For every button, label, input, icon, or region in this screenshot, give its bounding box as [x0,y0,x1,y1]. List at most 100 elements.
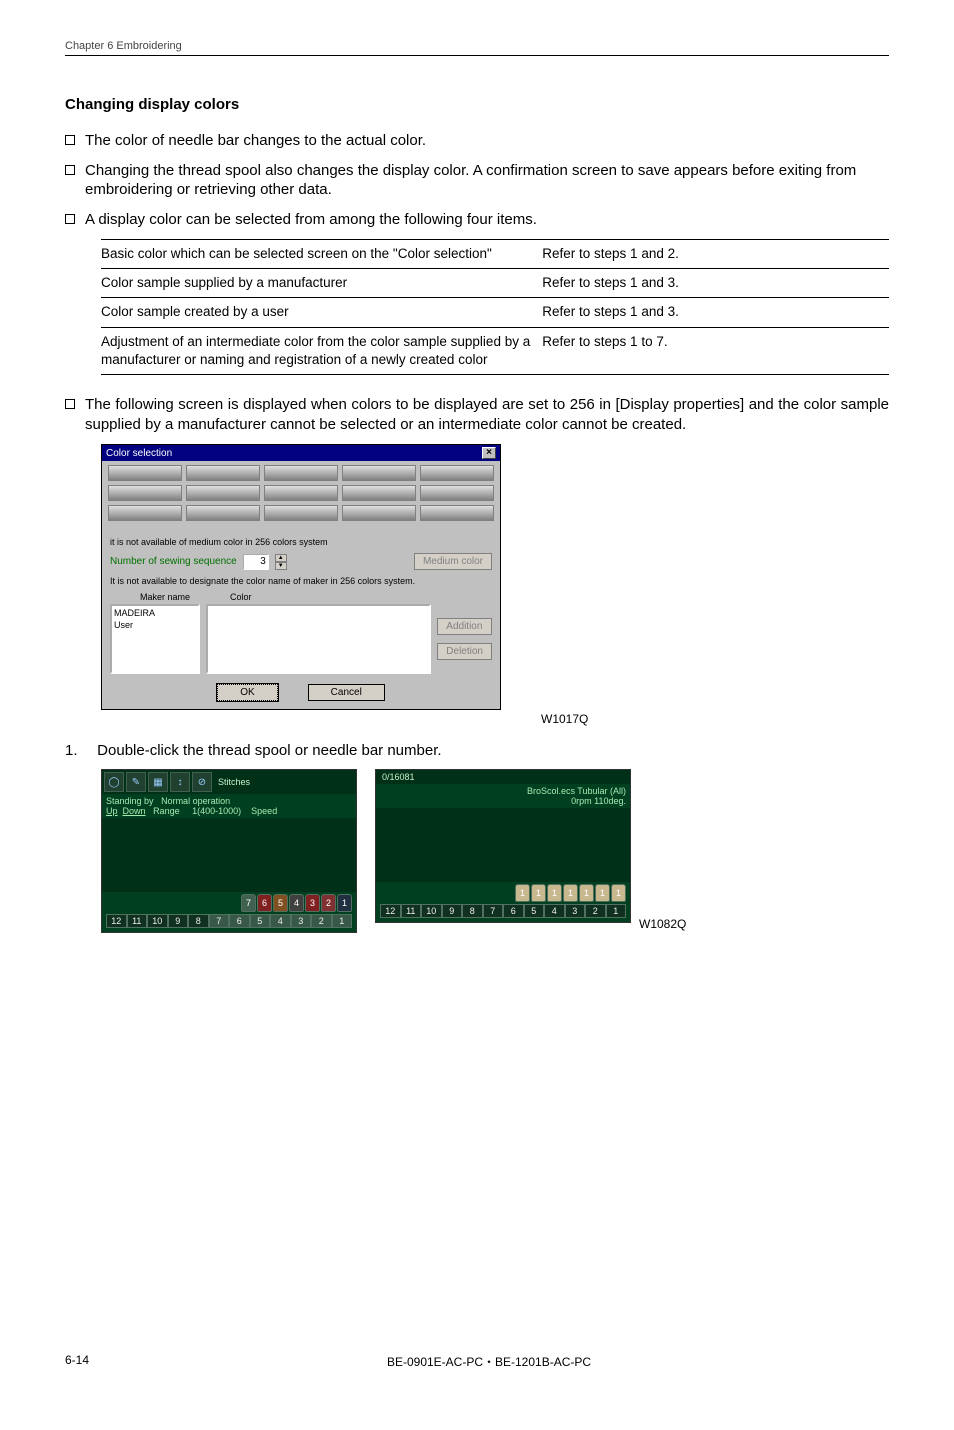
needle-number[interactable]: 9 [442,904,463,918]
medium-color-button[interactable]: Medium color [414,553,492,570]
table-cell: Adjustment of an intermediate color from… [101,327,542,374]
stitches-label: Stitches [218,777,250,787]
needle-number[interactable]: 5 [250,914,271,928]
page-number: 6-14 [65,1353,89,1370]
needle-number[interactable]: 2 [585,904,606,918]
color-swatch[interactable] [186,465,260,481]
color-listbox[interactable] [206,604,431,674]
color-swatch[interactable] [108,485,182,501]
table-cell: Refer to steps 1 and 3. [542,298,889,327]
square-bullet-icon [65,135,75,145]
needle-number[interactable]: 1 [606,904,627,918]
bullet-text: A display color can be selected from amo… [85,210,889,230]
needle-number[interactable]: 8 [188,914,209,928]
thread-spool[interactable]: 1 [337,894,352,912]
spinner-down-icon[interactable]: ▼ [275,562,287,570]
up-button[interactable]: Up [106,806,118,816]
dialog-note: it is not available of medium color in 2… [110,537,492,547]
list-item[interactable]: MADEIRA [114,608,196,620]
table-cell: Refer to steps 1 and 2. [542,240,889,269]
needle-number[interactable]: 12 [380,904,401,918]
thread-spool[interactable]: 1 [563,884,578,902]
bullet-item: The color of needle bar changes to the a… [65,131,889,151]
color-swatch[interactable] [342,465,416,481]
needle-number[interactable]: 10 [147,914,168,928]
color-swatch[interactable] [264,505,338,521]
brush-icon[interactable]: ✎ [126,772,146,792]
needle-number[interactable]: 9 [168,914,189,928]
needle-number[interactable]: 11 [127,914,148,928]
color-swatch[interactable] [108,465,182,481]
thread-spool[interactable]: 1 [547,884,562,902]
color-swatch[interactable] [186,485,260,501]
needle-number[interactable]: 7 [209,914,230,928]
square-bullet-icon [65,165,75,175]
needle-number[interactable]: 4 [270,914,291,928]
color-swatch[interactable] [264,485,338,501]
down-button[interactable]: Down [123,806,146,816]
sequence-input[interactable]: 3 [243,554,269,570]
needle-number[interactable]: 10 [421,904,442,918]
machine-panel-right: 0/16081 BroScol.ecs Tubular (All) 0rpm 1… [375,769,631,923]
spool-row: 1111111 [376,882,630,902]
cancel-button[interactable]: Cancel [308,684,385,701]
footer-model: BE-0901E-AC-PC・BE-1201B-AC-PC [387,1353,591,1370]
dialog-note: It is not available to designate the col… [110,576,492,586]
needle-number[interactable]: 5 [524,904,545,918]
spinner-control[interactable]: ▲▼ [275,554,287,570]
color-swatch[interactable] [420,505,494,521]
color-swatch[interactable] [342,485,416,501]
color-swatch[interactable] [186,505,260,521]
table-row: Adjustment of an intermediate color from… [101,327,889,374]
panel-canvas [376,808,630,882]
thread-spool[interactable]: 6 [257,894,272,912]
swatch-row [102,501,500,525]
needle-number[interactable]: 4 [544,904,565,918]
color-swatch[interactable] [420,465,494,481]
thread-spool[interactable]: 1 [611,884,626,902]
table-row: Basic color which can be selected screen… [101,240,889,269]
thread-spool[interactable]: 4 [289,894,304,912]
needle-number[interactable]: 2 [311,914,332,928]
needle-number[interactable]: 3 [565,904,586,918]
speed-label: Speed [251,806,277,816]
thread-spool[interactable]: 1 [515,884,530,902]
thread-spool[interactable]: 5 [273,894,288,912]
thread-spool[interactable]: 3 [305,894,320,912]
ok-button[interactable]: OK [217,684,277,701]
needle-number[interactable]: 6 [229,914,250,928]
list-item[interactable]: User [114,620,196,632]
color-swatch[interactable] [264,465,338,481]
needle-number[interactable]: 11 [401,904,422,918]
spool-row: 7654321 [102,892,356,912]
close-icon[interactable]: × [482,447,496,459]
thread-spool[interactable]: 1 [595,884,610,902]
thread-spool[interactable]: 7 [241,894,256,912]
table-row: Color sample created by a user Refer to … [101,298,889,327]
deletion-button[interactable]: Deletion [437,643,492,660]
needle-number[interactable]: 6 [503,904,524,918]
spinner-up-icon[interactable]: ▲ [275,554,287,562]
square-bullet-icon [65,214,75,224]
needle-number[interactable]: 3 [291,914,312,928]
color-swatch[interactable] [420,485,494,501]
maker-listbox[interactable]: MADEIRA User [110,604,200,674]
needle-number[interactable]: 12 [106,914,127,928]
thread-spool[interactable]: 2 [321,894,336,912]
step-line: 1. Double-click the thread spool or need… [65,742,889,759]
dialog-title-text: Color selection [106,448,172,459]
needle-number[interactable]: 8 [462,904,483,918]
needle-number[interactable]: 1 [332,914,353,928]
sound-icon[interactable]: ◯ [104,772,124,792]
grid-icon[interactable]: ▦ [148,772,168,792]
dialog-titlebar: Color selection × [102,445,500,461]
updown-icon[interactable]: ↕ [170,772,190,792]
needle-number[interactable]: 7 [483,904,504,918]
color-swatch[interactable] [108,505,182,521]
color-swatch[interactable] [342,505,416,521]
thread-spool[interactable]: 1 [531,884,546,902]
stop-icon[interactable]: ⊘ [192,772,212,792]
addition-button[interactable]: Addition [437,618,492,635]
thread-spool[interactable]: 1 [579,884,594,902]
color-header: Color [230,592,252,602]
